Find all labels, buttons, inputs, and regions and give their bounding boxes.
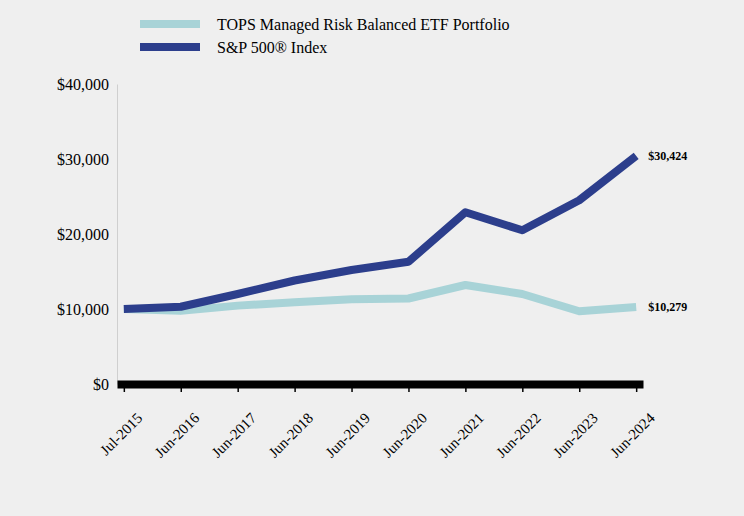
x-tick-mark	[124, 384, 126, 392]
x-tick-mark	[408, 384, 410, 392]
x-tick-mark	[351, 384, 353, 392]
x-tick: Jun-2022	[493, 384, 544, 461]
y-tick: $10,000	[57, 301, 117, 318]
y-tick: $20,000	[57, 226, 117, 243]
x-tick: Jun-2017	[209, 384, 260, 461]
y-tick-label: $20,000	[57, 226, 109, 243]
chart-svg: $0$10,000$20,000$30,000$40,000Jul-2015Ju…	[0, 0, 744, 516]
x-tick-label: Jun-2017	[209, 409, 260, 460]
legend-swatch	[140, 20, 200, 28]
x-tick: Jun-2016	[152, 384, 203, 461]
x-tick-label: Jun-2018	[265, 410, 316, 461]
x-tick-label: Jun-2021	[436, 410, 487, 461]
data-label: $30,424	[648, 149, 687, 163]
y-axis: $0 $10,000 $20,000 $30,000 $40,000	[57, 76, 118, 393]
x-tick-mark	[465, 384, 467, 392]
y-tick-label: $40,000	[57, 76, 109, 93]
x-tick-mark	[579, 384, 581, 392]
x-tick-mark	[181, 384, 183, 392]
x-tick: Jul-2015	[97, 384, 145, 458]
x-tick-label: Jul-2015	[97, 410, 145, 458]
legend-label: TOPS Managed Risk Balanced ETF Portfolio	[217, 16, 510, 34]
plot-area	[124, 156, 636, 311]
series-line	[124, 156, 636, 309]
x-tick-mark	[294, 384, 296, 392]
y-tick: $0	[93, 376, 117, 393]
x-tick: Jun-2020	[379, 384, 430, 461]
data-labels: $10,279 $30,424	[648, 149, 687, 314]
x-tick-label: Jun-2023	[550, 410, 601, 461]
x-axis: Jul-2015Jun-2016Jun-2017Jun-2018Jun-2019…	[97, 384, 658, 461]
y-tick: $40,000	[57, 76, 117, 93]
y-tick-label: $0	[93, 376, 109, 393]
legend: TOPS Managed Risk Balanced ETF Portfolio…	[140, 16, 510, 56]
background	[0, 0, 744, 516]
x-tick-mark	[636, 384, 638, 392]
chart-container: $0$10,000$20,000$30,000$40,000Jul-2015Ju…	[0, 0, 744, 516]
x-tick-label: Jun-2016	[152, 409, 203, 460]
x-tick-label: Jun-2019	[322, 410, 373, 461]
x-tick: Jun-2024	[607, 384, 658, 461]
x-tick-label: Jun-2024	[607, 409, 658, 460]
x-tick-mark	[237, 384, 239, 392]
y-axis-line	[117, 85, 118, 385]
x-tick: Jun-2019	[322, 384, 373, 461]
x-tick: Jun-2021	[436, 384, 487, 461]
x-tick-label: Jun-2020	[379, 410, 430, 461]
y-tick-label: $30,000	[57, 151, 109, 168]
x-tick-mark	[522, 384, 524, 392]
x-tick: Jun-2023	[550, 384, 601, 461]
x-axis-line	[118, 381, 644, 389]
x-tick-label: Jun-2022	[493, 410, 544, 461]
legend-swatch	[140, 43, 200, 51]
y-tick-label: $10,000	[57, 301, 109, 318]
legend-label: S&P 500® Index	[217, 39, 327, 56]
y-tick: $30,000	[57, 151, 117, 168]
series-line	[124, 285, 636, 311]
x-tick: Jun-2018	[265, 384, 316, 461]
data-label: $10,279	[648, 300, 687, 314]
